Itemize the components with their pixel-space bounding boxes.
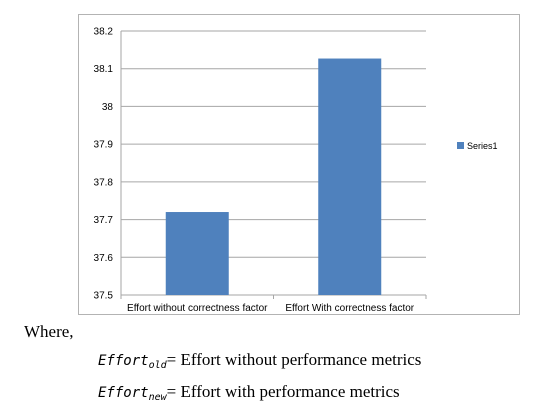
category-labels: Effort without correctness factor Effort …	[127, 303, 415, 314]
effort-old-definition: = Effort without performance metrics	[166, 350, 422, 369]
effort-new-definition: = Effort with performance metrics	[166, 382, 400, 401]
bar-1	[165, 212, 229, 295]
y-tick-label: 38.2	[94, 27, 114, 38]
legend-swatch	[457, 142, 464, 149]
y-tick-label: 37.8	[94, 177, 114, 188]
y-tick-label: 37.7	[94, 215, 114, 226]
category-label: Effort With correctness factor	[285, 303, 414, 314]
effort-old-symbol: Effortold	[98, 353, 167, 371]
bar-chart: 37.5 37.6 37.7 37.8 37.9 38 38.1 38.2 Effort wi…	[94, 27, 498, 315]
chart-area: 37.5 37.6 37.7 37.8 37.9 38 38.1 38.2 Effort wi…	[78, 14, 520, 315]
y-tick-label: 38.1	[94, 64, 114, 75]
definition-effort-old: Effortold= Effort without performance me…	[98, 350, 422, 371]
legend-label: Series1	[467, 141, 498, 151]
definition-effort-new: Effortnew= Effort with performance metri…	[98, 382, 400, 403]
bar-2	[318, 58, 382, 295]
category-label: Effort without correctness factor	[127, 303, 268, 314]
effort-old-subscript: old	[148, 360, 167, 371]
y-tick-label: 37.9	[94, 140, 114, 151]
y-tick-label: 37.5	[94, 291, 114, 302]
bars	[165, 58, 382, 295]
legend: Series1	[457, 141, 498, 151]
y-axis-tick-labels: 37.5 37.6 37.7 37.8 37.9 38 38.1 38.2	[94, 27, 114, 302]
y-tick-label: 38	[102, 102, 114, 113]
effort-old-symbol-base: Effort	[98, 353, 149, 369]
effort-new-subscript: new	[148, 392, 167, 403]
effort-new-symbol: Effortnew	[98, 385, 167, 403]
y-tick-label: 37.6	[94, 253, 114, 264]
where-label: Where,	[24, 322, 74, 341]
effort-new-symbol-base: Effort	[98, 385, 149, 401]
